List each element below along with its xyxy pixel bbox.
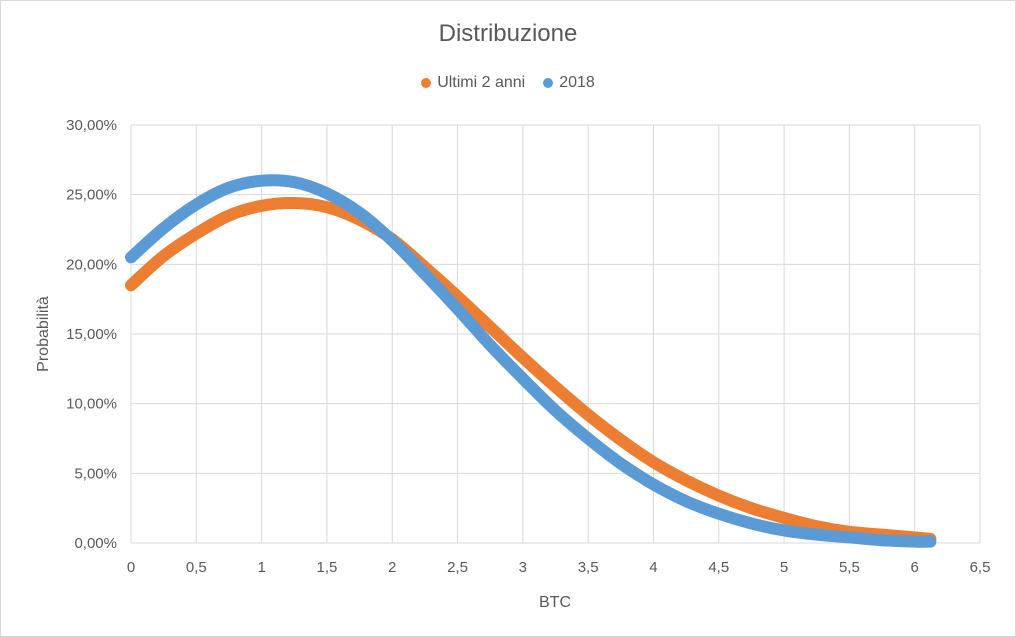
legend: Ultimi 2 anni 2018	[0, 74, 1016, 92]
x-tick-label: 1,5	[316, 559, 337, 576]
y-axis-label: Probabilità	[35, 296, 52, 372]
legend-item-2018: 2018	[543, 74, 595, 92]
x-tick-label: 4	[649, 559, 657, 576]
y-tick-label: 0,00%	[74, 535, 117, 552]
x-tick-labels: 0 0,5 1 1,5 2 2,5 3 3,5 4 4,5 5 5,5 6 6,5	[127, 559, 991, 576]
legend-marker-2018	[543, 78, 554, 88]
x-tick-label: 5,5	[839, 559, 860, 576]
x-tick-label: 0,5	[186, 559, 207, 576]
x-tick-label: 6	[911, 559, 919, 576]
gridlines	[130, 124, 981, 544]
x-tick-label: 2	[388, 559, 396, 576]
series-line-2018	[125, 174, 937, 548]
y-tick-label: 30,00%	[66, 117, 117, 134]
x-tick-label: 4,5	[708, 559, 729, 576]
x-tick-label: 3,5	[578, 559, 599, 576]
legend-label-2018: 2018	[559, 74, 595, 91]
series-group	[125, 174, 937, 548]
x-tick-label: 0	[127, 559, 135, 576]
y-tick-label: 10,00%	[66, 396, 117, 413]
x-tick-label: 2,5	[447, 559, 468, 576]
legend-label-ultimi-2-anni: Ultimi 2 anni	[437, 74, 526, 91]
y-tick-label: 20,00%	[66, 256, 117, 273]
chart-title: Distribuzione	[438, 20, 578, 47]
series-line-ultimi-2-anni	[125, 196, 937, 545]
legend-item-ultimi-2-anni: Ultimi 2 anni	[421, 74, 525, 92]
x-tick-label: 1	[257, 559, 265, 576]
y-tick-label: 15,00%	[66, 326, 117, 343]
y-tick-label: 25,00%	[66, 187, 117, 204]
x-axis-label: BTC	[539, 594, 571, 611]
x-tick-label: 3	[519, 559, 527, 576]
y-tick-labels: 0,00% 5,00% 10,00% 15,00% 20,00% 25,00% 30,00%	[66, 117, 117, 552]
x-tick-label: 6,5	[970, 559, 991, 576]
x-tick-label: 5	[780, 559, 788, 576]
y-tick-label: 5,00%	[74, 465, 117, 482]
legend-marker-ultimi-2-anni	[421, 78, 432, 88]
